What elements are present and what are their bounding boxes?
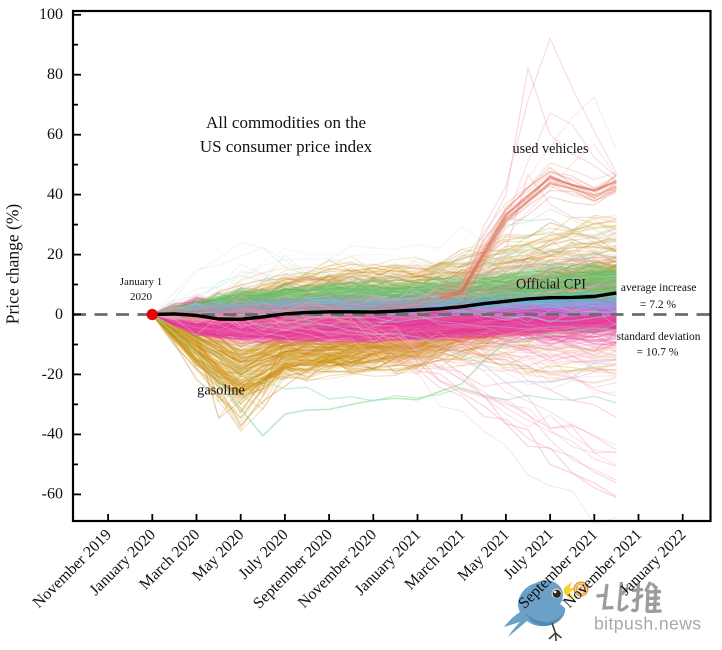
- svg-text:= 7.2 %: = 7.2 %: [640, 299, 677, 311]
- svg-text:-60: -60: [42, 486, 63, 503]
- svg-text:Official CPI: Official CPI: [516, 277, 586, 293]
- svg-text:standard deviation: standard deviation: [617, 331, 701, 343]
- svg-text:20: 20: [47, 246, 63, 263]
- svg-text:used vehicles: used vehicles: [512, 141, 589, 157]
- svg-text:January 1: January 1: [120, 276, 162, 288]
- svg-text:80: 80: [47, 66, 63, 83]
- svg-text:-20: -20: [42, 366, 63, 383]
- svg-text:bitpush.news: bitpush.news: [594, 614, 702, 634]
- svg-text:-40: -40: [42, 426, 63, 443]
- svg-text:gasoline: gasoline: [197, 383, 245, 399]
- svg-text:US consumer price index: US consumer price index: [200, 137, 373, 156]
- svg-text:100: 100: [39, 6, 63, 23]
- svg-text:B: B: [576, 583, 587, 597]
- svg-text:60: 60: [47, 126, 63, 143]
- svg-text:2020: 2020: [130, 291, 153, 303]
- svg-text:= 10.7 %: = 10.7 %: [637, 346, 679, 358]
- svg-text:40: 40: [47, 186, 63, 203]
- svg-text:average increase: average increase: [621, 282, 697, 294]
- svg-text:All commodities on the: All commodities on the: [206, 113, 366, 132]
- svg-text:0: 0: [55, 306, 63, 323]
- svg-text:Price change (%): Price change (%): [3, 204, 23, 325]
